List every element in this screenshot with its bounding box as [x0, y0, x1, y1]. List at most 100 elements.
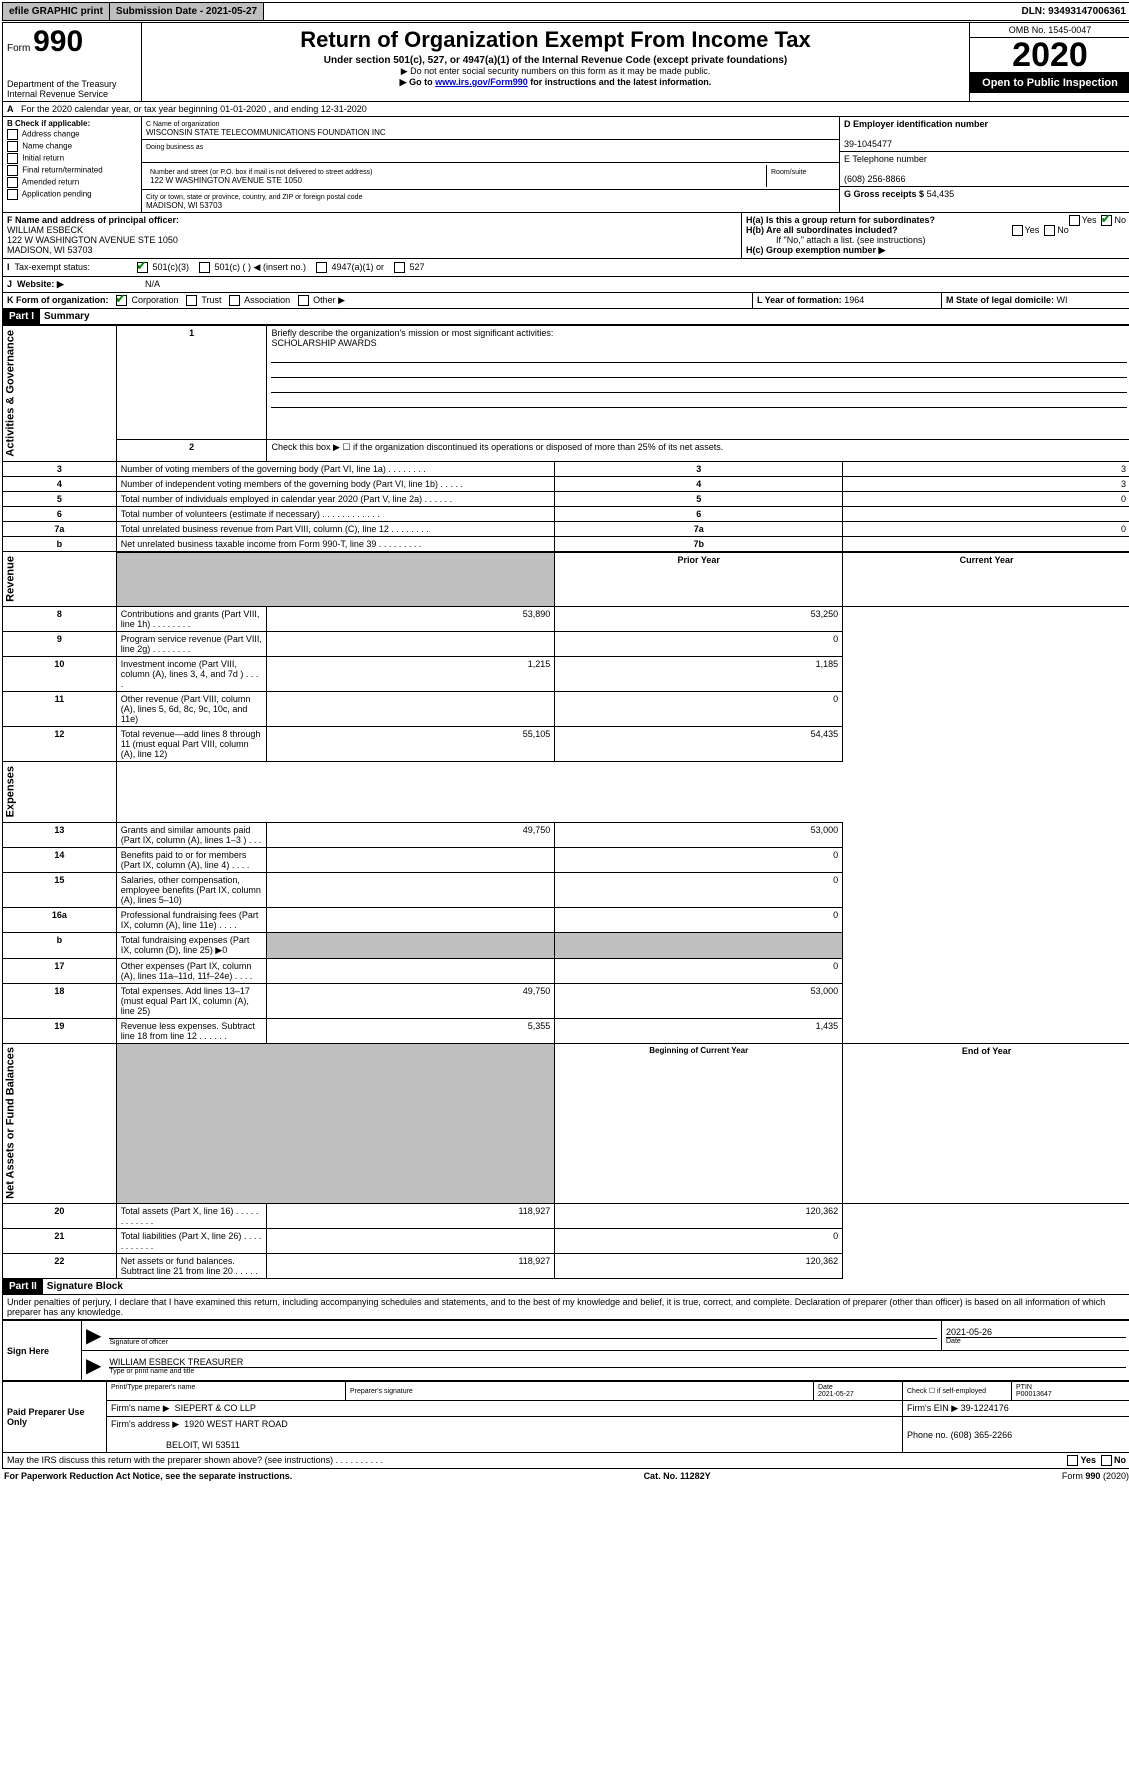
efile-button[interactable]: efile GRAPHIC print	[3, 3, 110, 20]
state-domicile: WI	[1057, 295, 1068, 305]
hb-no[interactable]	[1044, 225, 1055, 236]
end-val: 120,362	[555, 1254, 843, 1279]
hb-label: H(b) Are all subordinates included?	[746, 225, 898, 235]
curr-val: 53,000	[555, 983, 843, 1018]
ptin: P00013647	[1016, 1391, 1052, 1398]
prior-val: 49,750	[267, 983, 555, 1018]
b-check[interactable]	[7, 129, 18, 140]
prior-val: 5,355	[267, 1018, 555, 1043]
tax-year: 2020	[970, 38, 1129, 73]
tax-opt[interactable]	[394, 262, 405, 273]
end-val: 0	[555, 1229, 843, 1254]
box-b: B Check if applicable: Address change Na…	[3, 117, 142, 212]
prior-val: 53,890	[267, 607, 555, 632]
klm-row: K Form of organization: Corporation Trus…	[2, 293, 1129, 309]
form-subtitle: Under section 501(c), 527, or 4947(a)(1)…	[146, 55, 965, 66]
telephone: (608) 256-8866	[844, 174, 906, 184]
summary-table: Activities & Governance 1 Briefly descri…	[2, 325, 1129, 1279]
q2-check: Check this box ▶ ☐ if the organization d…	[267, 440, 1129, 461]
end-year-hdr: End of Year	[843, 1043, 1129, 1204]
self-emp-check[interactable]: Check ☐ if self-employed	[903, 1382, 1012, 1401]
curr-val: 54,435	[555, 727, 843, 762]
mission-answer: SCHOLARSHIP AWARDS	[271, 338, 376, 348]
b-check[interactable]	[7, 177, 18, 188]
k-opt[interactable]	[186, 295, 197, 306]
prior-val: 55,105	[267, 727, 555, 762]
perjury-text: Under penalties of perjury, I declare th…	[2, 1295, 1129, 1320]
form-header: Form 990 Department of the Treasury Inte…	[2, 22, 1129, 102]
gov-val: 3	[843, 461, 1129, 476]
prep-date: 2021-05-27	[818, 1391, 854, 1398]
firm-phone: (608) 365-2266	[951, 1430, 1013, 1440]
curr-val: 1,435	[555, 1018, 843, 1043]
curr-val: 53,250	[555, 607, 843, 632]
gov-val: 3	[843, 476, 1129, 491]
form-title: Return of Organization Exempt From Incom…	[146, 27, 965, 53]
prior-val: 1,215	[267, 657, 555, 692]
b-check[interactable]	[7, 141, 18, 152]
prior-val	[267, 872, 555, 907]
gov-label: Activities & Governance	[3, 326, 117, 462]
open-public-badge: Open to Public Inspection	[970, 73, 1129, 93]
hb-note: If "No," attach a list. (see instruction…	[746, 235, 1126, 245]
k-opt[interactable]	[229, 295, 240, 306]
discuss-yes[interactable]	[1067, 1455, 1078, 1466]
tax-status-row: I Tax-exempt status: 501(c)(3) 501(c) ( …	[2, 259, 1129, 277]
line-a: A For the 2020 calendar year, or tax yea…	[2, 102, 1129, 117]
gov-val: 0	[843, 521, 1129, 536]
irs-label: Internal Revenue Service	[7, 89, 137, 99]
tax-opt[interactable]	[137, 262, 148, 273]
beg-val: 118,927	[267, 1204, 555, 1229]
gross-receipts: 54,435	[927, 189, 955, 199]
prior-val	[267, 907, 555, 932]
gov-val	[843, 536, 1129, 552]
curr-val: 53,000	[555, 822, 843, 847]
curr-val: 1,185	[555, 657, 843, 692]
k-opt[interactable]	[116, 295, 127, 306]
dept-treasury: Department of the Treasury	[7, 79, 137, 89]
b-check[interactable]	[7, 165, 18, 176]
box-fh: F Name and address of principal officer:…	[2, 213, 1129, 259]
tax-opt[interactable]	[316, 262, 327, 273]
curr-year-hdr: Current Year	[843, 552, 1129, 607]
prior-val: 49,750	[267, 822, 555, 847]
box-deg: D Employer identification number 39-1045…	[839, 117, 1129, 212]
sign-here-label: Sign Here	[3, 1321, 82, 1381]
box-c: C Name of organization WISCONSIN STATE T…	[142, 117, 839, 212]
org-name: WISCONSIN STATE TELECOMMUNICATIONS FOUND…	[146, 128, 386, 137]
ein: 39-1045477	[844, 139, 892, 149]
k-opt[interactable]	[298, 295, 309, 306]
firm-addr: 1920 WEST HART ROAD	[184, 1419, 288, 1429]
officer-print-name: WILLIAM ESBECK TREASURER	[109, 1357, 1126, 1367]
prior-val	[267, 847, 555, 872]
ha-no[interactable]	[1101, 215, 1112, 226]
sign-here-block: Sign Here ▶ Signature of officer 2021-05…	[2, 1320, 1129, 1381]
org-city: MADISON, WI 53703	[146, 201, 222, 210]
top-bar: efile GRAPHIC print Submission Date - 20…	[2, 2, 1129, 21]
ha-yes[interactable]	[1069, 215, 1080, 226]
curr-val: 0	[555, 692, 843, 727]
b-check[interactable]	[7, 153, 18, 164]
b-check[interactable]	[7, 189, 18, 200]
gov-val: 0	[843, 491, 1129, 506]
firm-ein: 39-1224176	[961, 1403, 1009, 1413]
rev-label: Revenue	[3, 552, 117, 607]
website-value: N/A	[141, 277, 164, 292]
officer-name: WILLIAM ESBECK	[7, 225, 83, 235]
part2-header: Part II Signature Block	[2, 1279, 1129, 1295]
prior-year-hdr: Prior Year	[555, 552, 843, 607]
discuss-no[interactable]	[1101, 1455, 1112, 1466]
irs-link[interactable]: www.irs.gov/Form990	[435, 77, 528, 87]
curr-val: 0	[555, 847, 843, 872]
page-footer: For Paperwork Reduction Act Notice, see …	[2, 1469, 1129, 1483]
website-row: J Website: ▶ N/A	[2, 277, 1129, 293]
prior-val	[267, 958, 555, 983]
hb-yes[interactable]	[1012, 225, 1023, 236]
prior-val	[267, 632, 555, 657]
curr-val: 0	[555, 632, 843, 657]
tax-opt[interactable]	[199, 262, 210, 273]
dln-number: DLN: 93493147006361	[1017, 4, 1129, 19]
paid-label: Paid Preparer Use Only	[3, 1382, 107, 1453]
exp-label: Expenses	[3, 762, 117, 822]
beg-year-hdr: Beginning of Current Year	[555, 1043, 843, 1204]
